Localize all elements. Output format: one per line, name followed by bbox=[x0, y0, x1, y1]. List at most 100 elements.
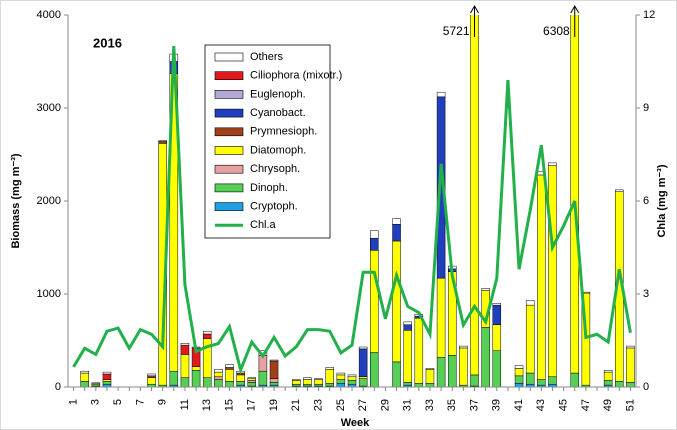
chl-line bbox=[72, 45, 632, 375]
bar-segment bbox=[514, 375, 524, 384]
bar-segment bbox=[425, 383, 435, 387]
x-tick-label: 23 bbox=[312, 399, 324, 411]
bar-segment bbox=[370, 352, 379, 387]
x-tick-label: 19 bbox=[268, 399, 280, 411]
bar-segment bbox=[258, 370, 268, 386]
bar-segment bbox=[269, 382, 279, 386]
bar-segment bbox=[202, 330, 212, 335]
bar-segment bbox=[180, 354, 190, 378]
legend-swatch bbox=[214, 183, 244, 193]
bar-segment bbox=[459, 345, 468, 349]
bar-segment bbox=[325, 369, 334, 384]
bar-segment bbox=[403, 324, 412, 331]
bar-segment bbox=[202, 377, 212, 387]
bar-segment bbox=[347, 374, 357, 378]
y-tick-label: 3000 bbox=[37, 102, 61, 114]
bar-segment bbox=[370, 230, 379, 239]
y-tick-label: 1000 bbox=[37, 288, 61, 300]
bar-segment bbox=[225, 369, 234, 382]
legend-swatch bbox=[214, 71, 244, 80]
bar-segment bbox=[470, 374, 479, 387]
x-tick-label: 17 bbox=[246, 399, 258, 411]
x-tick-label: 11 bbox=[179, 399, 191, 410]
legend-swatch bbox=[214, 164, 244, 174]
bar-segment bbox=[147, 377, 156, 385]
bar-segment bbox=[492, 303, 502, 306]
x-tick-label: 47 bbox=[580, 399, 592, 411]
bar-segment bbox=[525, 372, 535, 385]
bar-segment bbox=[269, 359, 279, 362]
bar-segment bbox=[102, 381, 112, 385]
bar-segment bbox=[247, 378, 257, 381]
bar-segment bbox=[269, 360, 279, 379]
bar-segment bbox=[169, 370, 179, 386]
x-tick-label: 5 bbox=[112, 399, 124, 405]
bar-segment bbox=[615, 189, 624, 192]
bar-segment bbox=[626, 382, 635, 387]
bar-segment bbox=[158, 141, 167, 144]
legend-swatch bbox=[214, 127, 244, 137]
x-tick-label: 15 bbox=[223, 399, 235, 411]
x-tick-label: 39 bbox=[491, 399, 503, 411]
x-axis-label: Week bbox=[341, 417, 370, 429]
bar-segment bbox=[603, 371, 613, 381]
bar-segment bbox=[303, 377, 312, 380]
bar-segment bbox=[214, 379, 223, 387]
bar-segment bbox=[247, 377, 257, 379]
bar-segment bbox=[214, 369, 223, 373]
bar-segment bbox=[392, 218, 401, 225]
bar-segment bbox=[403, 321, 412, 325]
y-tick-label: 2000 bbox=[37, 195, 61, 207]
bar-segment bbox=[336, 383, 346, 387]
legend-label: Ciliophora (mixotr.) bbox=[250, 70, 342, 82]
legend-label: Prymnesioph. bbox=[250, 126, 317, 138]
bar-segment bbox=[336, 379, 346, 384]
bar-segment bbox=[303, 379, 312, 385]
x-tick-label: 49 bbox=[602, 399, 614, 411]
bar-segment bbox=[80, 372, 89, 382]
bar-segment bbox=[514, 365, 524, 369]
bar-segment bbox=[403, 330, 412, 383]
bar-segment bbox=[470, 15, 479, 376]
bar-segment bbox=[247, 380, 257, 383]
bar-segment bbox=[236, 381, 245, 386]
bar-segment bbox=[80, 370, 89, 374]
x-tick-label: 13 bbox=[201, 399, 213, 411]
bar-segment bbox=[425, 369, 435, 384]
bar-segment bbox=[158, 140, 167, 142]
bar-segment bbox=[459, 347, 468, 386]
bar-segment bbox=[347, 380, 357, 385]
bar-segment bbox=[525, 304, 535, 374]
x-tick-label: 31 bbox=[402, 399, 414, 411]
bar-segment bbox=[436, 91, 446, 98]
bar-segment bbox=[626, 345, 635, 349]
bar-segment bbox=[525, 300, 535, 306]
bar-segment bbox=[102, 373, 112, 380]
bar-segment bbox=[570, 15, 580, 374]
bar-segment bbox=[314, 378, 323, 380]
legend-label: Dinoph. bbox=[250, 182, 288, 194]
legend-swatch bbox=[214, 52, 244, 62]
bar-segment bbox=[91, 382, 101, 384]
legend-label: Others bbox=[250, 51, 284, 63]
y-tick-label: 0 bbox=[55, 381, 61, 393]
x-tick-label: 29 bbox=[379, 399, 391, 411]
x-tick-label: 7 bbox=[134, 399, 146, 405]
bar-segment bbox=[292, 379, 301, 381]
x-tick-label: 21 bbox=[290, 399, 302, 411]
bar-segment bbox=[548, 165, 557, 378]
y-tick-label: 4000 bbox=[37, 9, 61, 21]
bar-segment bbox=[392, 361, 401, 387]
bar-segment bbox=[292, 380, 301, 385]
bar-segment bbox=[225, 364, 234, 368]
bar-segment bbox=[548, 162, 557, 166]
x-tick-label: 33 bbox=[424, 399, 436, 411]
bar-segment bbox=[247, 382, 257, 387]
bar-segment bbox=[492, 304, 502, 325]
y2-tick-label: 9 bbox=[643, 102, 649, 114]
bar-segment bbox=[147, 375, 156, 378]
bar-segment bbox=[514, 383, 524, 387]
bar-segment bbox=[214, 371, 223, 378]
year-annotation: 2016 bbox=[93, 35, 122, 50]
legend-label: Diatomoph. bbox=[250, 144, 306, 156]
